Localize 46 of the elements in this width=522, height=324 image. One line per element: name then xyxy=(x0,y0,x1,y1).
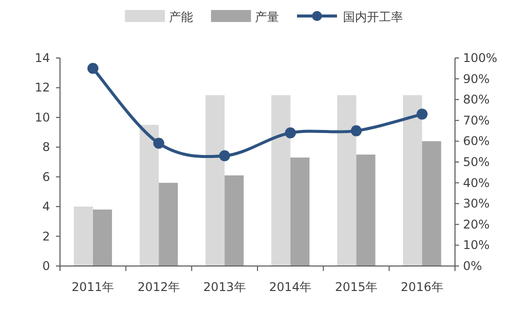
bar xyxy=(337,95,356,266)
point xyxy=(284,127,296,138)
bar xyxy=(290,158,310,266)
bar xyxy=(356,154,376,266)
bar xyxy=(205,95,225,266)
y-tick-label: 8 xyxy=(42,140,50,154)
bar xyxy=(422,141,442,266)
y2-tick-label: 10% xyxy=(463,238,490,252)
legend-label: 产量 xyxy=(255,10,279,24)
y-tick-label: 10 xyxy=(34,110,50,124)
y2-tick-label: 100% xyxy=(463,51,498,65)
point xyxy=(87,62,98,74)
bar xyxy=(140,124,159,266)
x-tick-label: 2011年 xyxy=(72,280,114,294)
bar xyxy=(224,175,244,266)
y2-tick-label: 30% xyxy=(463,196,490,211)
y-tick-label: 12 xyxy=(34,80,50,95)
y2-tick-label: 50% xyxy=(463,155,490,169)
x-tick-label: 2014年 xyxy=(269,280,312,294)
bar xyxy=(74,206,93,266)
y2-tick-label: 0% xyxy=(463,259,482,273)
point xyxy=(350,125,362,136)
bar xyxy=(158,182,178,266)
y-tick-label: 14 xyxy=(34,51,50,65)
bar xyxy=(92,210,112,266)
y-tick-label: 6 xyxy=(42,170,50,184)
y-tick-label: 4 xyxy=(42,200,50,214)
y2-tick-label: 90% xyxy=(463,72,490,86)
point xyxy=(219,150,230,162)
legend-label: 产能 xyxy=(169,10,193,24)
y2-tick-label: 80% xyxy=(463,92,490,107)
y-tick-label: 2 xyxy=(42,229,50,244)
point xyxy=(416,108,428,120)
bar xyxy=(402,95,422,266)
x-tick-label: 2016年 xyxy=(400,280,444,294)
y2-tick-label: 70% xyxy=(463,113,490,128)
y2-tick-label: 20% xyxy=(463,217,490,232)
point xyxy=(153,138,164,149)
x-tick-label: 2012年 xyxy=(137,280,180,294)
y-tick-label: 0 xyxy=(42,259,50,273)
legend-label: 国内开工率 xyxy=(343,10,403,24)
bar xyxy=(271,95,290,266)
x-tick-label: 2013年 xyxy=(203,280,246,294)
y2-tick-label: 60% xyxy=(463,134,490,148)
x-tick-label: 2015年 xyxy=(334,280,378,294)
y2-tick-label: 40% xyxy=(463,176,490,190)
